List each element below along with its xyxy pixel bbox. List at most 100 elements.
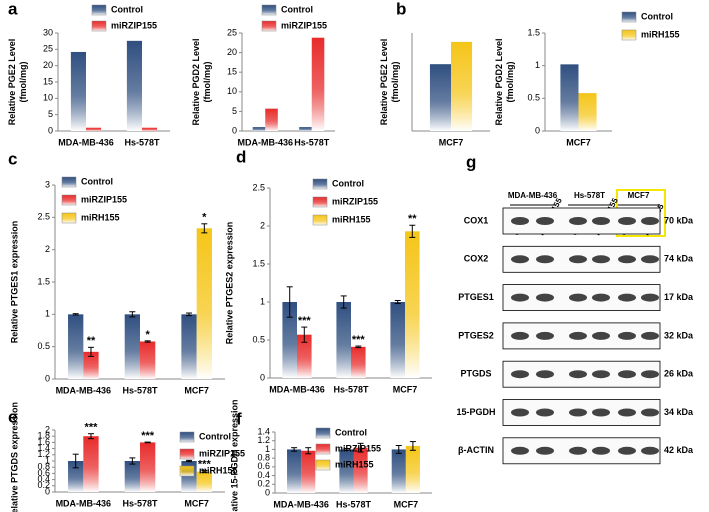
band bbox=[511, 408, 529, 417]
band bbox=[592, 331, 610, 340]
bar bbox=[297, 334, 312, 378]
error-bar bbox=[409, 224, 416, 238]
legend-swatch bbox=[261, 20, 277, 32]
size-label: 17 kDa bbox=[664, 292, 694, 302]
y-tick-label: 1 bbox=[535, 60, 540, 70]
size-label: 74 kDa bbox=[664, 254, 694, 264]
legend-swatch bbox=[312, 214, 328, 226]
panel-label: a bbox=[8, 0, 18, 18]
legend-label: miRH155 bbox=[81, 212, 120, 222]
band bbox=[569, 331, 587, 340]
error-bar bbox=[357, 442, 364, 453]
x-tick-label: Hs-578T bbox=[122, 498, 158, 508]
x-tick-label: MCF7 bbox=[394, 499, 419, 509]
y-axis-label: Relative PTGES2 expression bbox=[224, 222, 234, 345]
bar bbox=[140, 341, 156, 379]
significance-label: *** bbox=[352, 334, 366, 346]
panel-label: b bbox=[396, 0, 406, 18]
y-tick-label: 0 bbox=[260, 372, 265, 382]
legend-label: miRZIP155 bbox=[332, 196, 378, 206]
y-tick-label: 0.4 bbox=[37, 474, 50, 484]
error-bar bbox=[301, 326, 308, 343]
band bbox=[641, 217, 659, 225]
y-axis-label: (fmol/mg) bbox=[390, 62, 400, 103]
error-bar bbox=[144, 340, 151, 343]
band bbox=[592, 217, 610, 225]
bar bbox=[578, 93, 597, 131]
band bbox=[618, 408, 636, 417]
band bbox=[569, 408, 587, 417]
band bbox=[536, 331, 554, 340]
y-tick-label: 0.5 bbox=[527, 93, 540, 103]
protein-label: 15-PGDH bbox=[456, 407, 495, 417]
y-axis-label: Relative PGE2 Level bbox=[7, 39, 17, 126]
y-tick-label: 0 bbox=[265, 487, 270, 497]
y-axis-label: Relative PGD2 Level bbox=[494, 38, 504, 125]
band bbox=[511, 446, 529, 455]
bar bbox=[83, 436, 99, 492]
legend-label: Control bbox=[111, 4, 143, 14]
bar bbox=[336, 302, 351, 378]
band bbox=[536, 255, 554, 264]
x-tick-label: MCF7 bbox=[184, 498, 209, 508]
y-tick-label: 1.4 bbox=[257, 426, 270, 436]
bar bbox=[282, 302, 297, 378]
y-tick-label: 2 bbox=[45, 244, 50, 254]
y-tick-label: 3 bbox=[45, 179, 50, 189]
y-tick-label: 2.5 bbox=[37, 212, 50, 222]
bar bbox=[405, 445, 420, 493]
band bbox=[592, 255, 610, 264]
legend-label: miRZIP155 bbox=[335, 443, 381, 453]
band bbox=[592, 446, 610, 455]
y-axis-label: Relative PTGDS expression bbox=[9, 402, 19, 512]
band bbox=[511, 255, 529, 264]
band bbox=[641, 370, 659, 379]
protein-label: PTGES1 bbox=[458, 292, 494, 302]
error-bar bbox=[87, 346, 94, 357]
size-label: 26 kDa bbox=[664, 369, 694, 379]
legend-label: miRH155 bbox=[199, 465, 238, 475]
panel-label: c bbox=[8, 149, 17, 168]
x-tick-label: MDA-MB-436 bbox=[273, 499, 329, 509]
legend-label: Control bbox=[332, 178, 364, 188]
legend-swatch bbox=[315, 427, 331, 439]
legend-swatch bbox=[91, 4, 107, 16]
significance-label: ** bbox=[87, 335, 96, 347]
bar bbox=[429, 64, 451, 131]
error-bar bbox=[395, 445, 402, 454]
bar bbox=[70, 51, 86, 131]
bar bbox=[560, 64, 579, 131]
y-tick-label: 2.5 bbox=[252, 182, 265, 192]
legend-swatch bbox=[621, 29, 637, 41]
error-bar bbox=[409, 441, 416, 451]
y-tick-label: 0.5 bbox=[37, 341, 50, 351]
x-tick-label: Hs-578T bbox=[294, 137, 330, 147]
y-tick-label: 0.5 bbox=[252, 334, 265, 344]
y-tick-label: 30 bbox=[43, 27, 53, 37]
y-tick-label: 10 bbox=[227, 86, 237, 96]
protein-label: β-ACTIN bbox=[458, 445, 494, 455]
y-tick-label: 2 bbox=[260, 220, 265, 230]
y-tick-label: 0 bbox=[45, 373, 50, 383]
error-bar bbox=[186, 312, 193, 317]
legend-swatch bbox=[621, 11, 637, 23]
bar bbox=[311, 37, 325, 132]
group-label: MDA-MB-436 bbox=[508, 191, 558, 200]
y-tick-label: 0.8 bbox=[37, 462, 50, 472]
legend-label: miRZIP155 bbox=[81, 194, 127, 204]
legend-swatch bbox=[179, 431, 195, 443]
y-tick-label: 1.5 bbox=[37, 276, 50, 286]
protein-label: PTGDS bbox=[460, 369, 491, 379]
legend-swatch bbox=[61, 194, 77, 206]
x-tick-label: Hs-578T bbox=[336, 499, 372, 509]
error-bar bbox=[201, 223, 208, 234]
bar bbox=[265, 108, 278, 131]
band bbox=[618, 217, 636, 225]
group-label: Hs-578T bbox=[574, 191, 605, 200]
y-tick-label: 20 bbox=[43, 60, 53, 70]
x-tick-label: MCF7 bbox=[439, 137, 464, 147]
panel-label: f bbox=[236, 409, 242, 428]
y-tick-label: 20 bbox=[227, 47, 237, 57]
band bbox=[641, 331, 659, 340]
